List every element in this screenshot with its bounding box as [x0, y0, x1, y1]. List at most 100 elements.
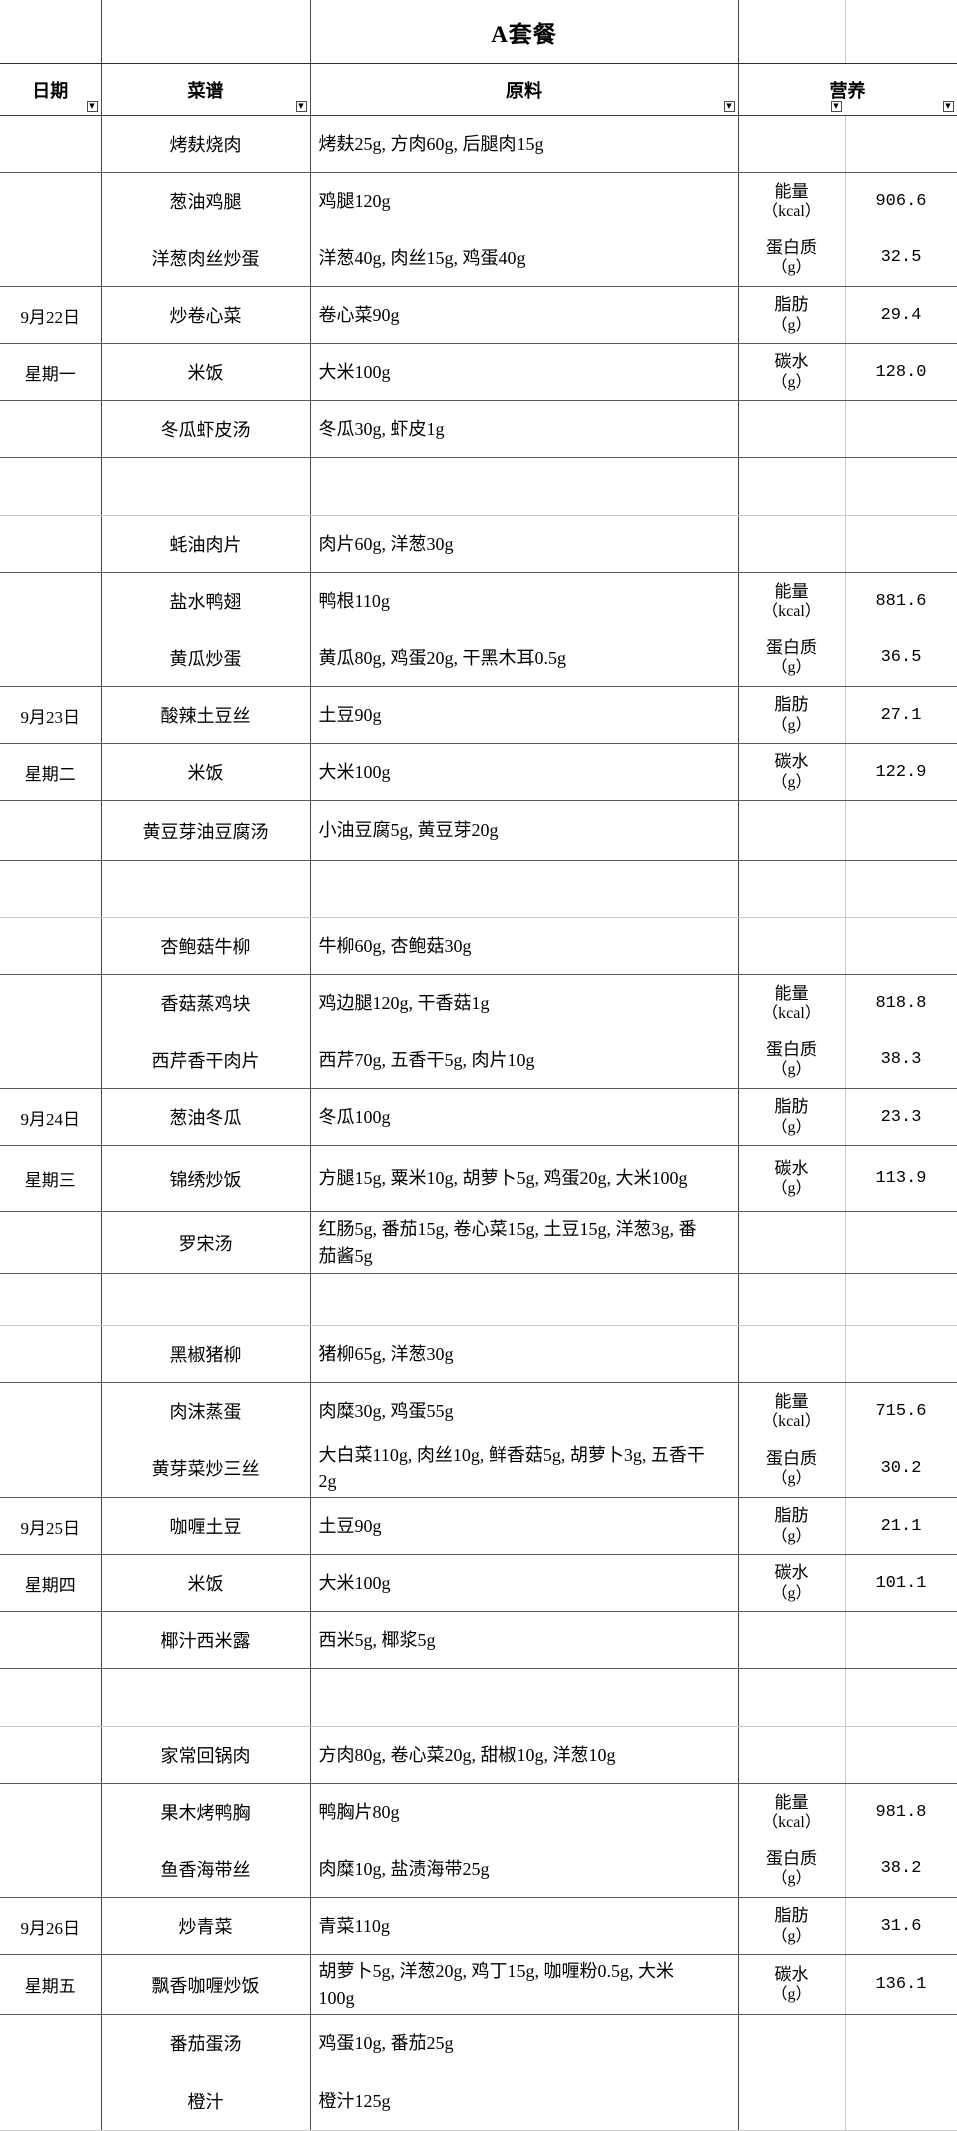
nutrition-label-cell	[738, 2014, 846, 2072]
spacer-cell	[845, 457, 957, 516]
nutrition-value-cell: 881.6	[845, 572, 957, 630]
column-header-menu: 菜谱 ▼	[101, 63, 311, 116]
filter-dropdown-icon-nutrition-value[interactable]: ▼	[942, 101, 954, 112]
nutrition-label-name: 能量	[774, 181, 809, 201]
nutrition-label-cell: 蛋白质 （g）	[738, 1840, 846, 1898]
filter-dropdown-icon-date[interactable]: ▼	[86, 101, 98, 112]
nutrition-label: 脂肪 （g）	[739, 1905, 845, 1946]
ingredients-cell: 西芹70g, 五香干5g, 肉片10g	[310, 1031, 739, 1089]
ingredients-cell: 红肠5g, 番茄15g, 卷心菜15g, 土豆15g, 洋葱3g, 番茄酱5g	[310, 1211, 739, 1274]
nutrition-label-unit: （g）	[771, 1180, 812, 1198]
nutrition-label-unit: （g）	[771, 373, 812, 391]
nutrition-label: 碳水 （g）	[739, 1964, 845, 2005]
spacer-cell	[0, 860, 102, 918]
spacer-cell	[310, 457, 739, 516]
dish-row: 橙汁 橙汁125g	[0, 2071, 957, 2131]
ingredients-cell: 烤麸25g, 方肉60g, 后腿肉15g	[310, 115, 739, 173]
dish-row: 果木烤鸭胸 鸭胸片80g 能量 （kcal） 981.8	[0, 1783, 957, 1841]
nutrition-value-cell	[845, 1325, 957, 1383]
nutrition-label-unit: （kcal）	[762, 1412, 821, 1430]
spacer-cell	[101, 457, 311, 516]
nutrition-label-cell: 蛋白质 （g）	[738, 229, 846, 287]
nutrition-value-cell: 906.6	[845, 172, 957, 230]
dish-row: 冬瓜虾皮汤 冬瓜30g, 虾皮1g	[0, 400, 957, 458]
nutrition-label-cell	[738, 917, 846, 975]
title-row: A套餐	[0, 0, 957, 64]
nutrition-value-cell	[845, 1611, 957, 1669]
ingredients-cell: 洋葱40g, 肉丝15g, 鸡蛋40g	[310, 229, 739, 287]
dish-row: 烤麸烧肉 烤麸25g, 方肉60g, 后腿肉15g	[0, 115, 957, 173]
ingredients-cell: 冬瓜100g	[310, 1088, 739, 1146]
dish-name-cell: 飘香咖喱炒饭	[101, 1954, 311, 2015]
ingredients-cell: 西米5g, 椰浆5g	[310, 1611, 739, 1669]
nutrition-label-name: 脂肪	[774, 1506, 809, 1526]
nutrition-label: 能量 （kcal）	[739, 1792, 845, 1833]
date-cell	[0, 115, 102, 173]
ingredients-cell: 土豆90g	[310, 686, 739, 744]
date-cell: 9月26日	[0, 1897, 102, 1955]
nutrition-value-cell	[845, 2014, 957, 2072]
nutrition-value-cell: 38.3	[845, 1031, 957, 1089]
dish-name-cell: 米饭	[101, 1554, 311, 1612]
nutrition-value-cell: 23.3	[845, 1088, 957, 1146]
nutrition-value-cell	[845, 1211, 957, 1274]
ingredients-cell: 肉糜30g, 鸡蛋55g	[310, 1382, 739, 1440]
dish-row: 肉沫蒸蛋 肉糜30g, 鸡蛋55g 能量 （kcal） 715.6	[0, 1382, 957, 1440]
filter-dropdown-icon-nutrition-label[interactable]: ▼	[830, 101, 842, 112]
spacer-cell	[0, 1273, 102, 1326]
nutrition-label-cell: 脂肪 （g）	[738, 1497, 846, 1555]
column-header-nutrition-label: 营养	[829, 80, 866, 101]
date-cell	[0, 1611, 102, 1669]
nutrition-label: 能量 （kcal）	[739, 1391, 845, 1432]
dish-row: 9月25日 咖喱土豆 土豆90g 脂肪 （g） 21.1	[0, 1497, 957, 1555]
nutrition-label-unit: （kcal）	[762, 202, 821, 220]
nutrition-value-cell: 21.1	[845, 1497, 957, 1555]
nutrition-value-cell: 30.2	[845, 1439, 957, 1498]
date-cell: 星期二	[0, 743, 102, 801]
nutrition-value-cell	[845, 1726, 957, 1784]
dish-name-cell: 米饭	[101, 743, 311, 801]
nutrition-label: 脂肪 （g）	[739, 1505, 845, 1546]
ingredients-cell: 鸡腿120g	[310, 172, 739, 230]
nutrition-label-name: 脂肪	[774, 1097, 809, 1117]
nutrition-label-name: 能量	[774, 1391, 809, 1411]
nutrition-label-name: 蛋白质	[766, 1448, 817, 1468]
nutrition-label-name: 蛋白质	[766, 1849, 817, 1869]
nutrition-label-unit: （g）	[771, 716, 812, 734]
dish-row: 香菇蒸鸡块 鸡边腿120g, 干香菇1g 能量 （kcal） 818.8	[0, 974, 957, 1032]
nutrition-label: 碳水 （g）	[739, 351, 845, 392]
dish-name-cell: 米饭	[101, 343, 311, 401]
spacer-cell	[738, 457, 846, 516]
column-header-ingredients-label: 原料	[506, 80, 542, 101]
nutrition-label-cell: 蛋白质 （g）	[738, 1439, 846, 1498]
dish-name-cell: 蚝油肉片	[101, 515, 311, 573]
dish-row: 星期四 米饭 大米100g 碳水 （g） 101.1	[0, 1554, 957, 1612]
date-cell	[0, 515, 102, 573]
nutrition-label: 蛋白质 （g）	[739, 1848, 845, 1889]
spacer-cell	[845, 1273, 957, 1326]
dish-row: 番茄蛋汤 鸡蛋10g, 番茄25g	[0, 2014, 957, 2072]
date-cell	[0, 172, 102, 230]
filter-dropdown-icon-ingredients[interactable]: ▼	[723, 101, 735, 112]
date-cell	[0, 974, 102, 1032]
nutrition-label-cell: 碳水 （g）	[738, 743, 846, 801]
nutrition-label-cell: 碳水 （g）	[738, 1145, 846, 1212]
filter-dropdown-icon-menu[interactable]: ▼	[295, 101, 307, 112]
nutrition-label: 脂肪 （g）	[739, 694, 845, 735]
nutrition-label-unit: （g）	[771, 1870, 812, 1888]
date-cell: 星期四	[0, 1554, 102, 1612]
dish-row: 9月23日 酸辣土豆丝 土豆90g 脂肪 （g） 27.1	[0, 686, 957, 744]
nutrition-label-name: 碳水	[774, 1964, 809, 1984]
nutrition-label-unit: （g）	[771, 1118, 812, 1136]
ingredients-cell: 土豆90g	[310, 1497, 739, 1555]
ingredients-cell: 卷心菜90g	[310, 286, 739, 344]
date-cell: 星期一	[0, 343, 102, 401]
nutrition-label-cell	[738, 1325, 846, 1383]
nutrition-label-cell: 蛋白质 （g）	[738, 1031, 846, 1089]
nutrition-label-cell	[738, 1211, 846, 1274]
nutrition-label-name: 碳水	[774, 1563, 809, 1583]
nutrition-value-cell: 29.4	[845, 286, 957, 344]
ingredients-cell: 猪柳65g, 洋葱30g	[310, 1325, 739, 1383]
